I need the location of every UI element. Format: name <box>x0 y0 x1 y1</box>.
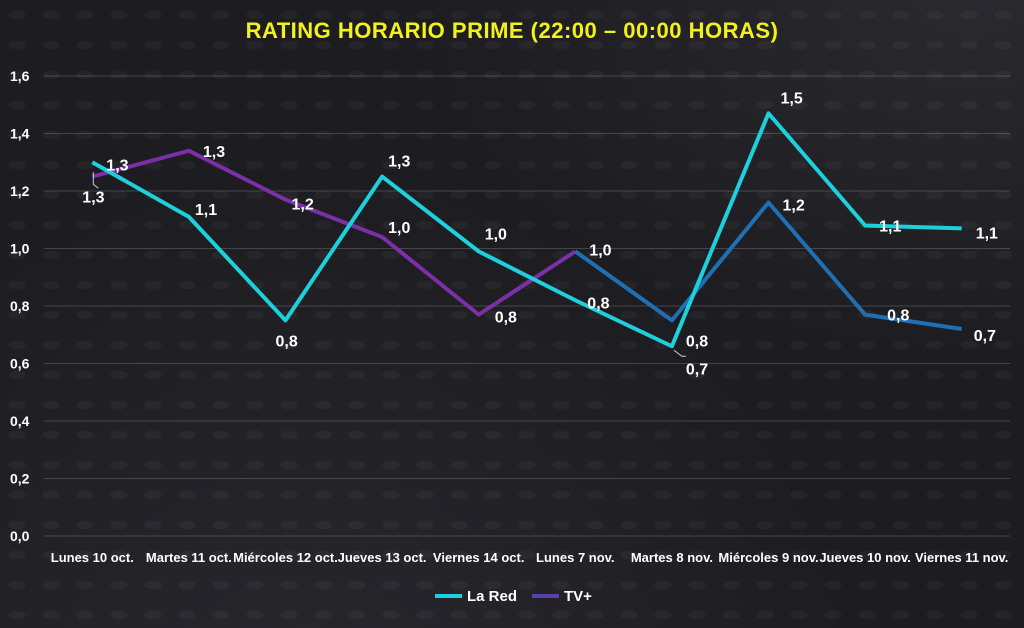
y-tick-label: 0,8 <box>10 298 30 314</box>
x-axis-ticks: Lunes 10 oct. Martes 11 oct. Miércoles 12 … <box>51 550 1009 565</box>
x-tick-label: Jueves 10 nov. <box>819 550 911 565</box>
series-line-la-red <box>91 111 962 349</box>
data-label-tv-plus: 1,3 <box>106 158 128 175</box>
y-tick-label: 0,2 <box>10 471 30 487</box>
x-tick-label: Martes 8 nov. <box>631 550 713 565</box>
data-label-la-red: 1,3 <box>388 154 410 171</box>
data-label-la-red: 0,8 <box>587 295 609 312</box>
data-label-tv-plus: 0,8 <box>495 310 517 327</box>
data-label-la-red: 0,8 <box>276 333 298 350</box>
x-tick-label: Miércoles 12 oct. <box>233 550 338 565</box>
series-line-tv-plus-early <box>91 148 577 317</box>
data-label-la-red: 1,0 <box>485 226 507 243</box>
grid-lines <box>44 75 1010 537</box>
x-tick-label: Lunes 10 oct. <box>51 550 134 565</box>
data-label-tv-plus: 0,7 <box>974 328 996 345</box>
data-label-la-red: 0,7 <box>686 361 708 378</box>
y-tick-label: 1,6 <box>10 68 30 84</box>
y-axis-ticks: 0,0 0,2 0,4 0,6 0,8 1,0 1,2 1,4 1,6 <box>10 68 30 544</box>
data-labels: 1,31,10,81,31,00,80,71,51,1 1,11,31,31,21… <box>82 90 998 378</box>
data-label-la-red: 1,3 <box>82 189 104 206</box>
data-label-tv-plus: 1,0 <box>589 242 611 259</box>
legend: La Red TV+ <box>435 588 592 605</box>
leader-line <box>92 172 99 189</box>
x-tick-label: Miércoles 9 nov. <box>718 550 818 565</box>
x-tick-label: Lunes 7 nov. <box>536 550 615 565</box>
data-label-tv-plus: 1,2 <box>292 197 314 214</box>
series-lines <box>91 111 962 349</box>
y-tick-label: 0,0 <box>10 528 30 544</box>
data-label-la-red: 1,1 <box>879 219 901 236</box>
data-label-tv-plus: 1,0 <box>388 220 410 237</box>
chart-title: RATING HORARIO PRIME (22:00 – 00:00 HORA… <box>246 18 779 43</box>
y-tick-label: 1,2 <box>10 183 30 199</box>
x-tick-label: Viernes 11 nov. <box>915 550 1008 565</box>
data-label-la-red: 1,5 <box>781 90 803 107</box>
y-tick-label: 1,0 <box>10 241 30 257</box>
series-line-tv-plus-late <box>574 200 962 331</box>
y-tick-label: 1,4 <box>10 126 30 142</box>
data-label-tv-plus: 0,8 <box>887 308 909 325</box>
legend-label-la-red: La Red <box>467 588 517 605</box>
x-tick-label: Martes 11 oct. <box>146 550 232 565</box>
leader-line <box>673 349 686 357</box>
legend-label-tv-plus: TV+ <box>564 588 592 605</box>
x-tick-label: Jueves 13 oct. <box>338 550 427 565</box>
data-label-la-red: 1,1 <box>195 202 217 219</box>
y-tick-label: 0,4 <box>10 413 30 429</box>
data-label-tv-plus: 0,8 <box>686 333 708 350</box>
data-label-tv-plus: 1,3 <box>203 144 225 161</box>
data-label-la-red: 1,1 <box>976 225 998 242</box>
x-tick-label: Viernes 14 oct. <box>433 550 525 565</box>
data-label-tv-plus: 1,2 <box>783 198 805 215</box>
y-tick-label: 0,6 <box>10 356 30 372</box>
